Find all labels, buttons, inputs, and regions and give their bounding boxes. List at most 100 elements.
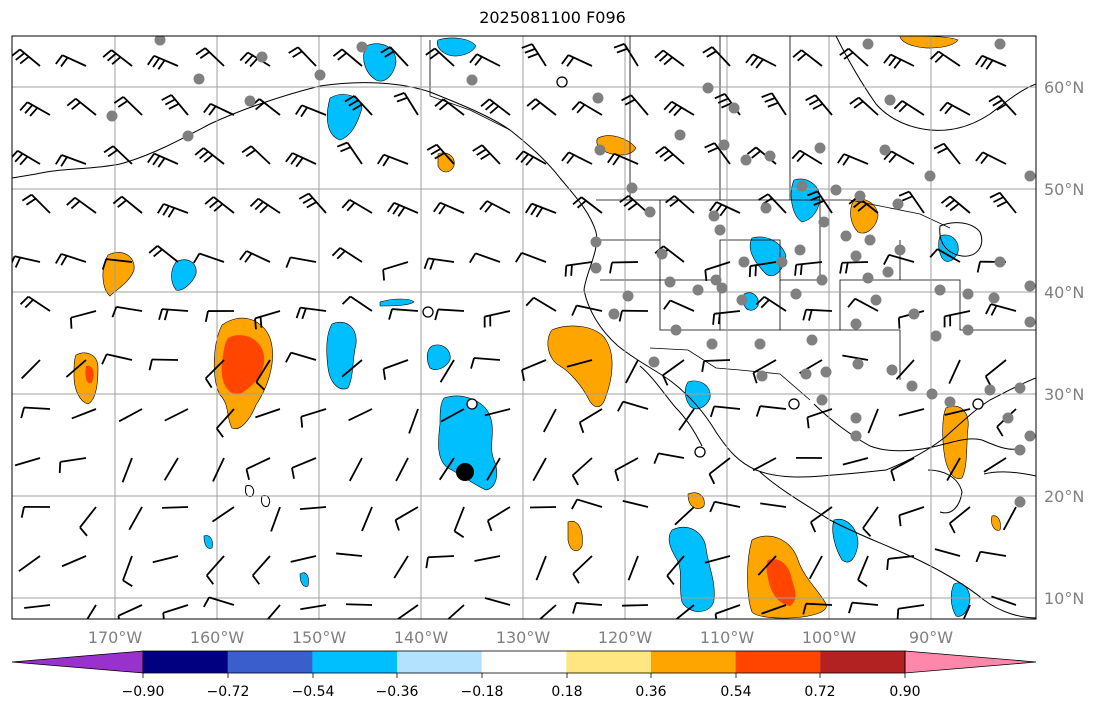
wind-barb bbox=[332, 48, 363, 67]
wind-barb bbox=[295, 104, 327, 118]
station-marker bbox=[760, 202, 772, 214]
station-marker bbox=[814, 142, 826, 154]
station-marker bbox=[356, 41, 368, 53]
wind-barb bbox=[572, 602, 603, 614]
blue-region bbox=[438, 395, 498, 491]
wind-barb bbox=[285, 256, 317, 268]
wind-barb bbox=[934, 548, 961, 557]
wind-barb bbox=[434, 98, 465, 116]
station-marker bbox=[648, 356, 660, 368]
colorbar-tick-label: −0.18 bbox=[461, 684, 504, 700]
colorbar-segment bbox=[566, 651, 652, 673]
colorbar-segment bbox=[397, 651, 483, 673]
wind-barb bbox=[148, 358, 179, 371]
blue-region bbox=[363, 43, 397, 82]
wind-barb bbox=[161, 94, 189, 116]
wind-barb bbox=[331, 247, 363, 263]
wind-barb bbox=[621, 604, 649, 607]
blue-region bbox=[426, 344, 451, 370]
wind-barb bbox=[21, 359, 41, 380]
station-marker bbox=[962, 324, 974, 336]
wind-barb bbox=[948, 359, 961, 385]
wind-barb bbox=[439, 359, 455, 383]
wind-barb bbox=[241, 145, 271, 165]
lat-label: 60°N bbox=[1044, 78, 1084, 97]
station-marker bbox=[656, 248, 668, 260]
wind-barb bbox=[300, 408, 327, 428]
wind-barb bbox=[709, 201, 741, 217]
gulf-coast bbox=[813, 403, 1021, 452]
wind-barb bbox=[896, 604, 925, 619]
wind-barb bbox=[162, 604, 189, 619]
station-marker bbox=[850, 430, 862, 442]
colorbar-tick-label: 0.90 bbox=[889, 684, 920, 700]
blue-region bbox=[379, 298, 415, 307]
wind-barb bbox=[617, 400, 649, 412]
station-marker bbox=[944, 396, 956, 408]
wind-barb bbox=[483, 310, 511, 328]
station-marker bbox=[1014, 382, 1026, 394]
station-marker bbox=[106, 110, 118, 122]
wind-barb bbox=[285, 152, 317, 168]
wind-barb bbox=[532, 457, 547, 482]
wind-barb bbox=[61, 555, 87, 568]
wind-barb bbox=[792, 49, 823, 67]
wind-barb bbox=[521, 43, 547, 67]
station-marker bbox=[594, 144, 606, 156]
station-marker bbox=[706, 338, 718, 350]
wind-barb bbox=[571, 457, 593, 486]
station-marker bbox=[718, 139, 730, 151]
wind-barb bbox=[962, 604, 971, 619]
station-marker bbox=[894, 244, 906, 256]
colorbar-segments bbox=[12, 651, 1036, 673]
colorbar-outline bbox=[142, 650, 906, 674]
wind-barb bbox=[890, 457, 915, 482]
wind-barb bbox=[521, 359, 547, 381]
wind-barb bbox=[621, 94, 649, 116]
wind-barb bbox=[654, 49, 685, 67]
wind-barb bbox=[147, 152, 179, 168]
station-marker bbox=[590, 262, 602, 274]
baja-coast bbox=[639, 365, 703, 447]
station-marker bbox=[806, 334, 818, 346]
station-marker bbox=[1024, 316, 1036, 328]
wind-barb bbox=[470, 357, 501, 369]
station-marker bbox=[244, 95, 256, 107]
lon-labels: 170°W 160°W 150°W 140°W 130°W 120°W 110°… bbox=[88, 628, 953, 647]
open-station-marker bbox=[972, 398, 984, 410]
station-marker bbox=[988, 292, 1000, 304]
wind-barb bbox=[543, 408, 557, 433]
station-marker bbox=[754, 338, 766, 350]
lon-label: 150°W bbox=[292, 628, 347, 647]
colorbar-segment bbox=[905, 651, 1036, 673]
wind-barb bbox=[898, 408, 925, 417]
station-marker bbox=[850, 250, 862, 262]
lon-label: 130°W bbox=[496, 628, 551, 647]
wind-barb bbox=[341, 359, 363, 378]
wind-barb bbox=[655, 146, 685, 165]
station-marker bbox=[1014, 444, 1026, 456]
wind-barb bbox=[607, 152, 639, 166]
station-marker bbox=[738, 256, 750, 268]
wind-barb bbox=[578, 408, 603, 434]
station-marker bbox=[702, 82, 714, 94]
station-marker bbox=[870, 294, 882, 306]
wind-barb bbox=[408, 408, 419, 434]
station-marker bbox=[820, 366, 832, 378]
wind-barb bbox=[802, 308, 833, 321]
wind-barb bbox=[193, 252, 225, 264]
wind-barb bbox=[472, 144, 501, 165]
wind-barb bbox=[152, 555, 179, 564]
wind-barb bbox=[805, 94, 833, 116]
blue-region bbox=[327, 94, 363, 141]
wind-barb bbox=[113, 96, 143, 116]
red-region bbox=[766, 559, 796, 606]
wind-barb bbox=[204, 359, 225, 389]
wind-barb bbox=[943, 310, 971, 328]
wind-barb bbox=[566, 359, 593, 368]
station-marker bbox=[764, 150, 776, 162]
wind-barb bbox=[794, 261, 823, 276]
wind-barb bbox=[1002, 506, 1017, 531]
wind-barb bbox=[944, 408, 971, 416]
wind-barb bbox=[341, 295, 373, 312]
